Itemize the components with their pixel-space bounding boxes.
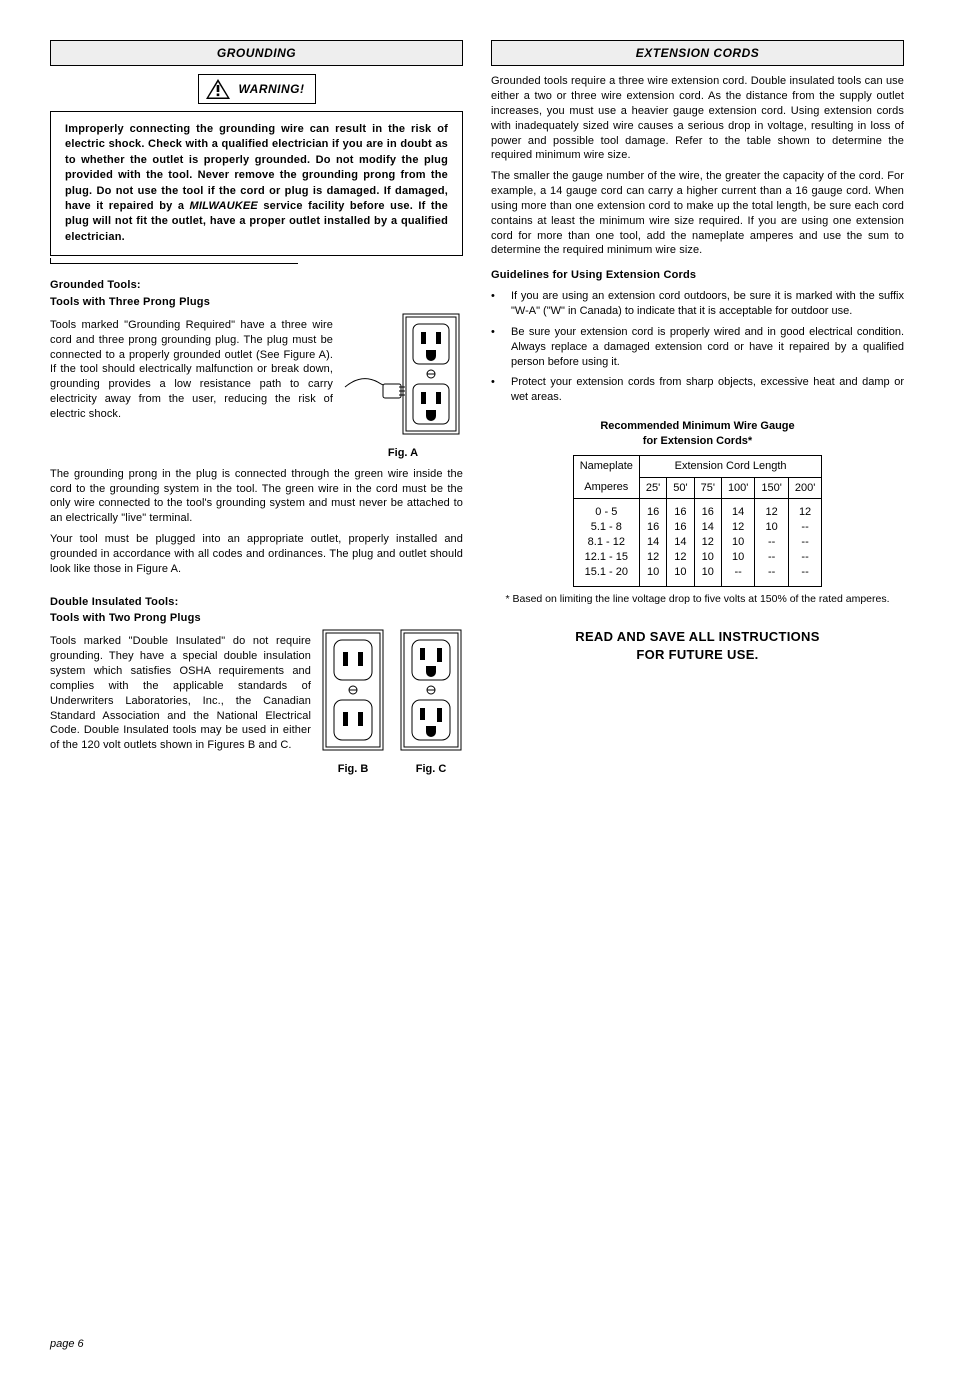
table-colhdr: Extension Cord Length — [639, 455, 821, 477]
grounded-head1: Grounded Tools: — [50, 278, 463, 293]
double-p1: Tools marked "Double Insulated" do not r… — [50, 634, 311, 753]
warning-icon — [205, 78, 231, 100]
bullet-text: If you are using an extension cord outdo… — [511, 289, 904, 319]
right-column: EXTENSION CORDS Grounded tools require a… — [491, 40, 904, 1352]
double-head1: Double Insulated Tools: — [50, 595, 463, 610]
table-length-hdr: 100' — [721, 477, 754, 499]
figC-label: Fig. C — [416, 763, 447, 775]
extension-header: EXTENSION CORDS — [491, 40, 904, 66]
bullet-text: Be sure your extension cord is properly … — [511, 325, 904, 370]
figure-a: Fig. A — [343, 312, 463, 461]
figure-c: Fig. C — [399, 628, 463, 777]
brand-name: MILWAUKEE — [190, 200, 258, 212]
guideline-item: •Be sure your extension cord is properly… — [491, 325, 904, 370]
grounded-p2: The grounding prong in the plug is conne… — [50, 467, 463, 526]
table-val-cell: 1616141210 — [639, 499, 666, 586]
warning-shadow — [50, 258, 298, 264]
figure-b: Fig. B — [321, 628, 385, 777]
table-title-2: for Extension Cords* — [643, 435, 752, 447]
warning-box-wrap: WARNING! — [50, 74, 463, 105]
grounding-header: GROUNDING — [50, 40, 463, 66]
table-val-cell: 12-------- — [788, 499, 821, 586]
warning-label: WARNING! — [239, 81, 305, 97]
figA-label: Fig. A — [388, 447, 418, 459]
table-val-cell: 1614121010 — [694, 499, 721, 586]
table-length-hdr: 50' — [667, 477, 694, 499]
warning-box: WARNING! — [198, 74, 316, 104]
guideline-item: • Protect your extension cords from sharp… — [491, 375, 904, 405]
table-length-hdr: 150' — [755, 477, 788, 499]
table-val-cell: 14121010-- — [721, 499, 754, 586]
table-length-hdr: 25' — [639, 477, 666, 499]
guideline-item: • If you are using an extension cord outd… — [491, 289, 904, 319]
guidelines-list: • If you are using an extension cord outd… — [491, 289, 904, 405]
page-number: page 6 — [50, 1337, 463, 1352]
save-line1: READ AND SAVE ALL INSTRUCTIONS — [575, 629, 819, 644]
save-line2: FOR FUTURE USE. — [636, 647, 758, 662]
grounded-p3: Your tool must be plugged into an approp… — [50, 532, 463, 577]
table-rowhdr2: Amperes — [573, 477, 639, 499]
warning-text: Improperly connecting the grounding wire… — [50, 111, 463, 256]
left-column: GROUNDING WARNING! Improperly connecting… — [50, 40, 463, 1352]
bullet-dot: • — [491, 289, 501, 319]
table-length-hdr: 200' — [788, 477, 821, 499]
page-content: GROUNDING WARNING! Improperly connecting… — [50, 40, 904, 1352]
table-length-hdr: 75' — [694, 477, 721, 499]
grounded-p1: Tools marked "Grounding Required" have a… — [50, 318, 333, 422]
wire-gauge-table: NameplateExtension Cord LengthAmperes25'… — [573, 455, 823, 587]
table-rowhdr1: Nameplate — [573, 455, 639, 477]
warning-text-pre: Improperly connecting the grounding wire… — [65, 123, 448, 212]
table-title-1: Recommended Minimum Wire Gauge — [600, 420, 794, 432]
figB-label: Fig. B — [338, 763, 369, 775]
grounded-row: Tools marked "Grounding Required" have a… — [50, 312, 463, 461]
double-row: Tools marked "Double Insulated" do not r… — [50, 628, 463, 777]
bullet-dot: • — [491, 375, 501, 405]
double-head2: Tools with Two Prong Plugs — [50, 611, 463, 626]
bullet-text: Protect your extension cords from sharp … — [511, 375, 904, 405]
guidelines-head: Guidelines for Using Extension Cords — [491, 268, 904, 283]
table-title: Recommended Minimum Wire Gauge for Exten… — [491, 419, 904, 449]
table-val-cell: 1616141210 — [667, 499, 694, 586]
figure-bc: Fig. B — [321, 628, 463, 777]
ext-p2: The smaller the gauge number of the wire… — [491, 169, 904, 258]
table-footnote: * Based on limiting the line voltage dro… — [491, 593, 904, 607]
table-val-cell: 1210------ — [755, 499, 788, 586]
grounded-head2: Tools with Three Prong Plugs — [50, 295, 463, 310]
table-amps-cell: 0 - 55.1 - 88.1 - 1212.1 - 1515.1 - 20 — [573, 499, 639, 586]
save-instructions: READ AND SAVE ALL INSTRUCTIONS FOR FUTUR… — [491, 628, 904, 664]
ext-p1: Grounded tools require a three wire exte… — [491, 74, 904, 163]
bullet-dot: • — [491, 325, 501, 370]
